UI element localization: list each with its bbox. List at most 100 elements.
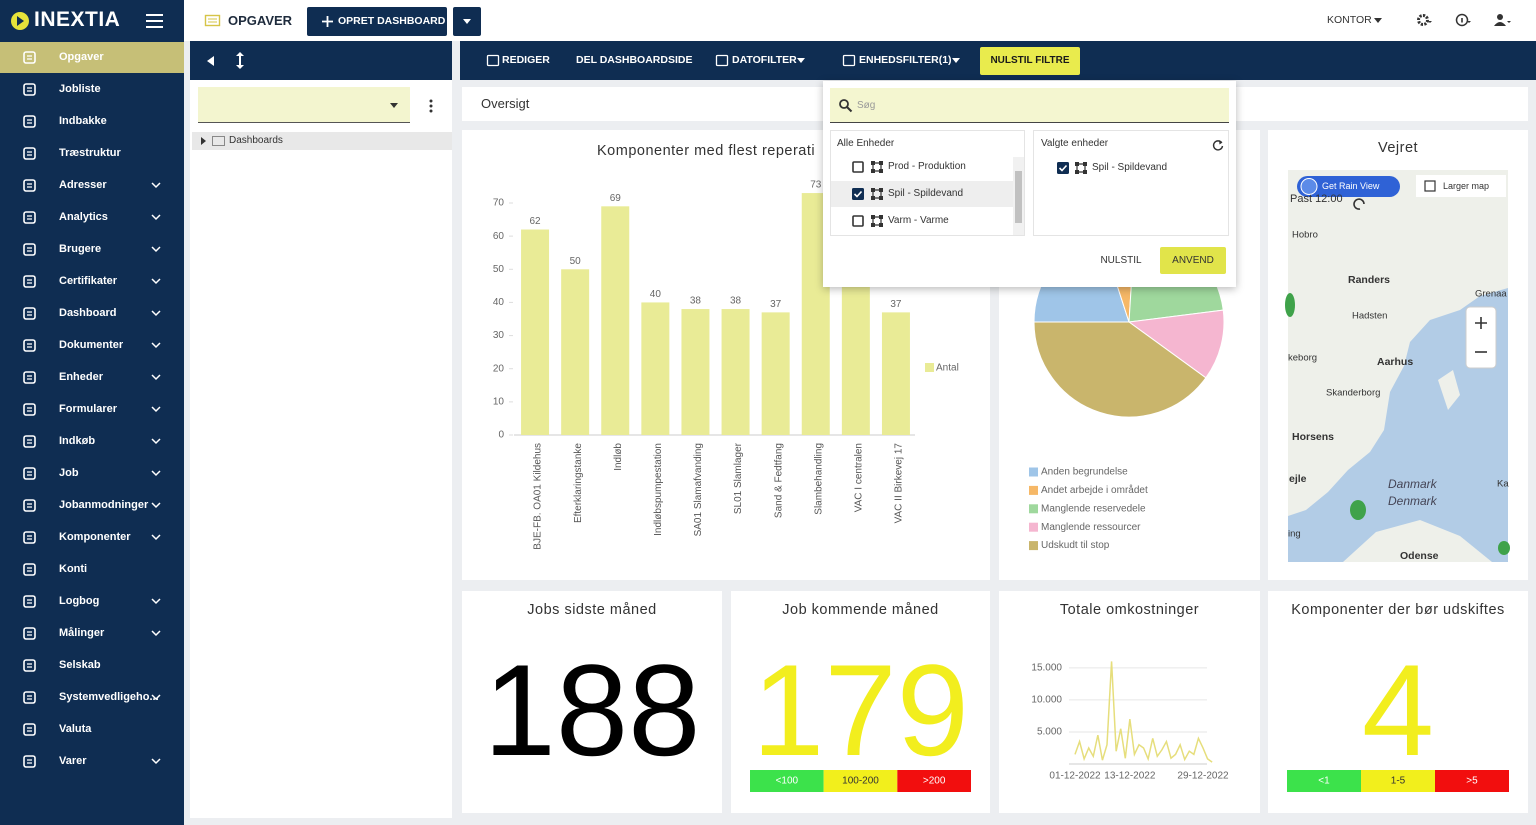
nav-icon (23, 211, 36, 224)
toolbar-button[interactable]: DEL DASHBOARDSIDE (576, 54, 693, 66)
unit-icon-node (879, 169, 883, 173)
zoom-control (1465, 306, 1497, 369)
range-segment (750, 770, 824, 792)
chevron-shape (151, 534, 161, 541)
chevron-shape (151, 406, 161, 413)
legend-label: Manglende ressourcer (1041, 522, 1141, 533)
reset-filters-button[interactable]: NULSTIL FILTRE (980, 47, 1080, 75)
nav-item[interactable]: Enheder (0, 362, 184, 393)
nav-icon (23, 499, 36, 512)
office-menu[interactable]: KONTOR (1327, 14, 1372, 26)
search-field[interactable]: Søg (830, 88, 1229, 123)
unit-icon-node (1075, 162, 1079, 166)
unit-option[interactable]: Spil - Spildevand (831, 181, 1013, 207)
nav-label: Indbakke (59, 115, 107, 127)
nav-item[interactable]: Konti (0, 554, 184, 585)
selected-unit[interactable]: Spil - Spildevand (1034, 155, 1228, 181)
data-label: 62 (529, 216, 541, 227)
nav-icon-detail (27, 503, 32, 508)
search-icon (839, 99, 853, 113)
nav-item[interactable]: Indkøb (0, 426, 184, 457)
user-caret (1507, 21, 1511, 23)
collapse-button (207, 56, 214, 66)
unit-icon-node (871, 169, 875, 173)
create-dashboard-button[interactable]: OPRET DASHBOARD (307, 7, 447, 36)
rain-view-button (1297, 176, 1400, 197)
checkbox (852, 215, 864, 227)
tree-row[interactable]: Dashboards (192, 132, 452, 150)
nav-label: Dokumenter (59, 339, 124, 351)
nav-item[interactable]: Job (0, 458, 184, 489)
kpi: 188 (484, 637, 701, 783)
larger-map-box (1416, 175, 1506, 197)
nav-item[interactable]: Adresser (0, 170, 184, 201)
nav-icon (23, 339, 36, 352)
nav-item[interactable]: Jobanmodninger (0, 490, 184, 521)
plus-shape (322, 16, 333, 27)
nav-icon-shape (23, 147, 36, 160)
nav-item[interactable]: Valuta (0, 714, 184, 745)
menu-bar (146, 14, 163, 16)
nav-item[interactable]: Opgaver (0, 42, 184, 73)
nav-item[interactable]: Varer (0, 746, 184, 777)
unit-icon-node (871, 196, 875, 200)
bar (681, 309, 710, 435)
nav-item[interactable]: Certifikater (0, 266, 184, 297)
nav-item[interactable]: Indbakke (0, 106, 184, 137)
nav-item[interactable]: Målinger (0, 618, 184, 649)
nav-chevron (151, 374, 161, 381)
nav-item[interactable]: Brugere (0, 234, 184, 265)
section-title: OPGAVER (228, 13, 293, 28)
nav-item[interactable]: Jobliste (0, 74, 184, 105)
nav-item[interactable]: Træstruktur (0, 138, 184, 169)
rain-view-icon (1300, 178, 1318, 195)
nav-item[interactable]: Komponenter (0, 522, 184, 553)
nav-icon-detail (27, 183, 32, 188)
nav-icon-shape (23, 83, 36, 96)
reset-button[interactable]: NULSTIL (1100, 255, 1142, 266)
unit-option[interactable]: Varm - Varme (831, 208, 1013, 234)
range-label: 100-200 (842, 776, 879, 787)
nav-item[interactable]: Dokumenter (0, 330, 184, 361)
toolbar-button[interactable]: ENHEDSFILTER(1) (859, 54, 952, 66)
x-tick-label: Sand & Fedtfang (773, 443, 784, 518)
toolbar-button[interactable]: REDIGER (502, 54, 550, 66)
caret (463, 19, 471, 24)
bar (761, 312, 790, 435)
data-label: 50 (570, 256, 582, 267)
y-tick-label: 10 (493, 396, 505, 407)
nav-label: Konti (59, 563, 88, 575)
toolbar-icon (715, 54, 729, 67)
nav-item[interactable]: Analytics (0, 202, 184, 233)
nav-item[interactable]: Systemvedligeho... (0, 682, 184, 713)
lens (839, 99, 849, 109)
all-units-list: Alle Enheder Prod - Produktion Spil - Spil… (830, 130, 1025, 236)
nav-icon-detail (27, 727, 32, 732)
nav-item[interactable]: Dashboard (0, 298, 184, 329)
unit-icon (871, 161, 883, 173)
unit-icon-node (1083, 170, 1087, 174)
nav-icon (23, 371, 36, 384)
larger-map-link: Larger map (1443, 181, 1489, 191)
toolbar-button[interactable]: DATOFILTER (732, 54, 797, 66)
list-title: Alle Enheder (837, 138, 895, 149)
x-tick-label: SA01 Slamafvanding (693, 443, 704, 536)
nav-item[interactable]: Selskab (0, 650, 184, 681)
apply-button[interactable]: ANVEND (1160, 247, 1226, 274)
tab-title[interactable]: Oversigt (481, 96, 530, 111)
unit-label: Varm - Varme (888, 215, 949, 226)
nav-item[interactable]: Formularer (0, 394, 184, 425)
nav-icon-detail (27, 695, 32, 700)
y-tick-label: 70 (493, 198, 505, 209)
checkbox-checked (1057, 162, 1069, 174)
nav-icon-shape (23, 243, 36, 256)
nav-icon-detail (27, 119, 32, 124)
dashboard-dropdown-button[interactable] (453, 7, 481, 36)
unit-option[interactable]: Prod - Produktion (831, 154, 1013, 180)
nav-item[interactable]: Logbog (0, 586, 184, 617)
nav-icon (23, 435, 36, 448)
nav-icon (23, 531, 36, 544)
dashboard-select[interactable] (198, 87, 410, 123)
nav-chevron (151, 310, 161, 317)
x-tick-label: 01-12-2022 (1049, 771, 1101, 782)
